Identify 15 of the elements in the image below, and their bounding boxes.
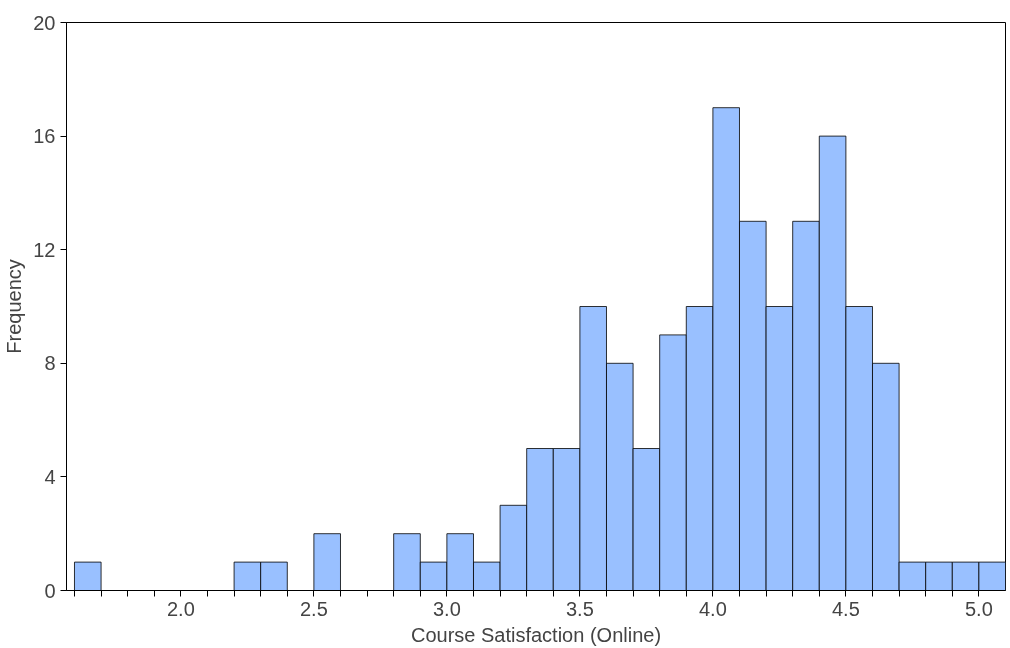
y-tick-label: 16 [33,125,56,148]
y-tick-label: 12 [33,238,56,261]
y-tick-label: 8 [44,352,56,375]
y-axis-title: Frequency [3,259,26,354]
x-tick-label: 5.0 [965,597,993,620]
y-tick-label: 20 [33,11,56,34]
x-tick-label: 4.0 [698,597,727,620]
x-tick-label: 2.5 [299,597,328,620]
y-tick-label: 0 [44,579,56,602]
x-axis-title: Course Satisfaction (Online) [410,623,662,646]
x-tick-label: 4.5 [832,597,860,620]
x-tick-label: 2.0 [166,597,195,620]
x-tick-label: 3.0 [432,597,461,620]
x-tick-label: 3.5 [565,597,594,620]
y-tick-label: 4 [44,465,56,488]
